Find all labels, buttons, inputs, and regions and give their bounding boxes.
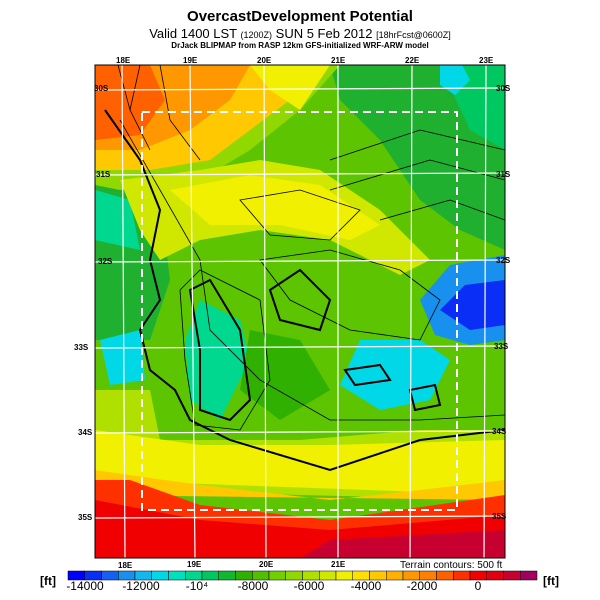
colorbar-swatch bbox=[386, 570, 404, 581]
map-subtitle: Valid 1400 LST (1200Z) SUN 5 Feb 2012 [1… bbox=[0, 26, 600, 41]
lon-label-bottom: 18E bbox=[118, 561, 133, 570]
colorbar bbox=[67, 570, 538, 581]
valid-date: SUN 5 Feb 2012 bbox=[275, 26, 373, 41]
unit-left: [ft] bbox=[40, 574, 56, 588]
colorbar-swatch bbox=[503, 570, 521, 581]
colorbar-tick-label: -12000 bbox=[122, 579, 160, 593]
forecast-info: [18hrFcst@0600Z] bbox=[376, 30, 451, 40]
colorbar-swatch bbox=[268, 570, 286, 581]
lat-label-right: 34S bbox=[492, 427, 507, 436]
model-credit: DrJack BLIPMAP from RASP 12km GFS-initia… bbox=[171, 41, 429, 50]
lat-label-right: 31S bbox=[496, 170, 511, 179]
valid-zulu: (1200Z) bbox=[240, 30, 273, 40]
colorbar-tick-label: -6000 bbox=[293, 579, 325, 593]
lat-label-right: 32S bbox=[496, 256, 511, 265]
lat-label-right: 30S bbox=[496, 84, 511, 93]
colorbar-tick-label: -2000 bbox=[406, 579, 438, 593]
lat-lon-grid bbox=[94, 64, 506, 559]
colorbar-swatch bbox=[486, 570, 504, 581]
colorbar-tick-label: -4000 bbox=[350, 579, 382, 593]
lon-label-top: 19E bbox=[183, 56, 198, 65]
lat-label-left: 30S bbox=[94, 84, 109, 93]
colorbar-swatch bbox=[168, 570, 186, 581]
lat-label-right: 35S bbox=[492, 512, 507, 521]
terrain-contour-note: Terrain contours: 500 ft bbox=[400, 560, 503, 571]
lon-label-top: 18E bbox=[116, 56, 131, 65]
lat-label-left: 32S bbox=[98, 257, 113, 266]
colorbar-swatch bbox=[101, 570, 119, 581]
colorbar-swatch bbox=[520, 570, 538, 581]
lon-label-bottom: 20E bbox=[259, 560, 274, 569]
colorbar-swatch bbox=[453, 570, 471, 581]
map-title: OvercastDevelopment Potential bbox=[187, 8, 413, 25]
lon-label-top: 22E bbox=[405, 56, 420, 65]
lon-label-top: 20E bbox=[257, 56, 272, 65]
colorbar-tick-label: -14000 bbox=[66, 579, 104, 593]
lon-label-top: 23E bbox=[479, 56, 494, 65]
lat-label-right: 33S bbox=[494, 342, 509, 351]
lat-label-left: 31S bbox=[96, 170, 111, 179]
lat-label-left: 34S bbox=[78, 428, 93, 437]
overcast-field bbox=[95, 65, 505, 558]
lat-label-left: 33S bbox=[74, 343, 89, 352]
colorbar-tick-label: -10⁴ bbox=[185, 579, 209, 593]
colorbar-swatch bbox=[218, 570, 236, 581]
lon-label-top: 21E bbox=[331, 56, 346, 65]
lon-label-bottom: 19E bbox=[187, 560, 202, 569]
colorbar-tick-label: 0 bbox=[474, 579, 482, 593]
lon-label-bottom: 21E bbox=[331, 560, 346, 569]
map-frame bbox=[94, 64, 506, 559]
domain-boundary bbox=[141, 111, 458, 511]
unit-right: [ft] bbox=[543, 574, 559, 588]
colorbar-swatch bbox=[436, 570, 454, 581]
valid-time: Valid 1400 LST bbox=[149, 26, 237, 41]
colorbar-tick-label: -8000 bbox=[237, 579, 269, 593]
lat-label-left: 35S bbox=[78, 513, 93, 522]
terrain-contours bbox=[104, 65, 505, 472]
